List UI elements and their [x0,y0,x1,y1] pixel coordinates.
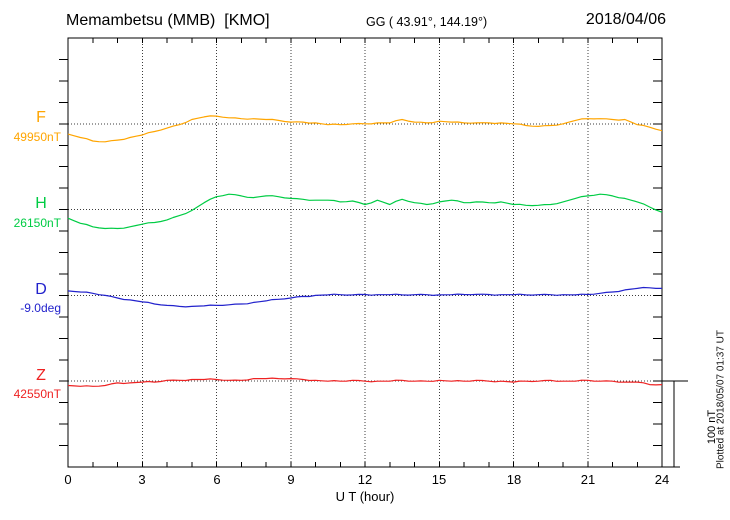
x-tick-label-15: 15 [431,472,447,487]
channel-h-baseline-value: 26150nT [13,216,61,230]
channel-d-label: D [35,281,47,298]
plot-timestamp-note: Plotted at 2018/05/07 01:37 UT [715,330,727,469]
x-tick-label-12: 12 [357,472,373,487]
channel-f-label: F [36,109,46,126]
channel-f-baseline-value: 49950nT [13,130,61,144]
x-tick-label-18: 18 [506,472,522,487]
x-axis-title: U T (hour) [335,489,395,504]
x-tick-label-6: 6 [213,472,221,487]
channel-z-label: Z [36,367,46,384]
x-tick-label-3: 3 [138,472,146,487]
x-tick-label-9: 9 [287,472,295,487]
scale-bar-label: 100 nT 0.5 deg [680,397,718,457]
x-tick-label-21: 21 [580,472,596,487]
channel-z-baseline-value: 42550nT [13,387,61,401]
channel-d-baseline-value: -9.0deg [20,301,61,315]
date-label: 2018/04/06 [585,11,666,28]
geographic-coordinates-label: GG ( 43.91°, 144.19°) [366,15,488,29]
x-tick-label-24: 24 [654,472,670,487]
channel-h-label: H [35,195,47,212]
station-title: Memambetsu (MMB) [KMO] [66,12,270,29]
x-tick-label-0: 0 [64,472,72,487]
